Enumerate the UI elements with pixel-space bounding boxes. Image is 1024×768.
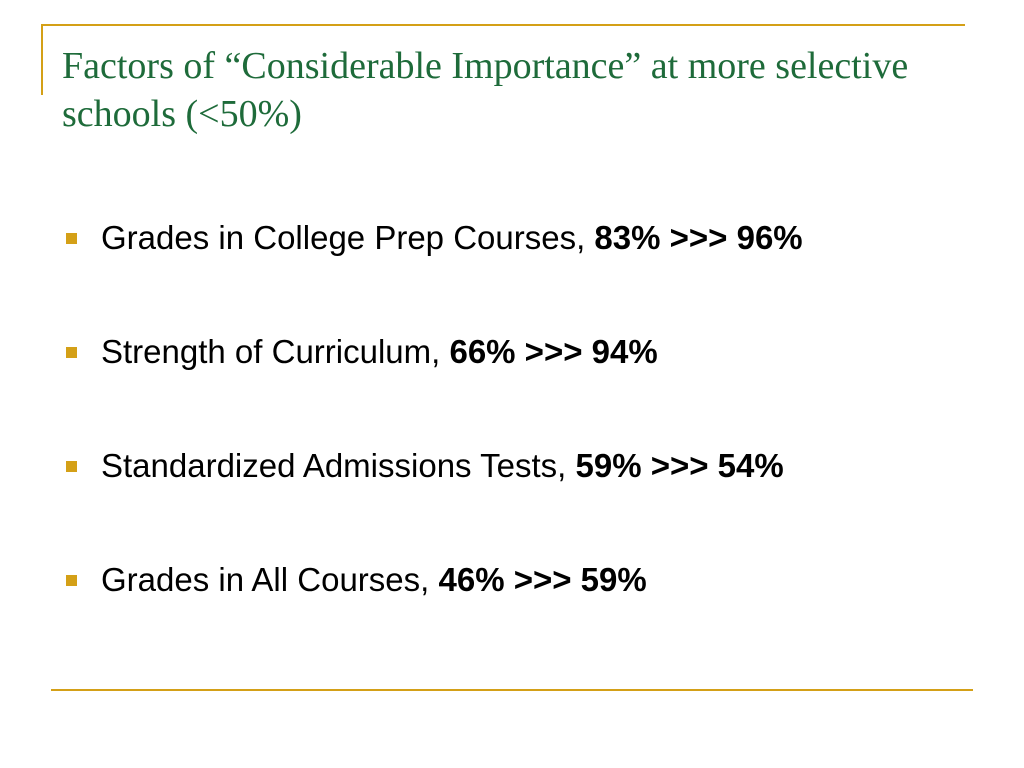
bullet-text: Grades in College Prep Courses, 83% >>> … <box>101 210 803 266</box>
square-bullet-icon <box>66 347 77 358</box>
title-accent-horizontal-rule <box>41 24 965 26</box>
bullet-text: Strength of Curriculum, 66% >>> 94% <box>101 324 658 380</box>
bullet-text: Standardized Admissions Tests, 59% >>> 5… <box>101 438 784 494</box>
bullet-label: Standardized Admissions Tests, <box>101 447 576 484</box>
title-accent-vertical-rule <box>41 24 43 95</box>
bullet-stat: 46% >>> 59% <box>438 561 647 598</box>
bullet-label: Strength of Curriculum, <box>101 333 450 370</box>
square-bullet-icon <box>66 233 77 244</box>
square-bullet-icon <box>66 575 77 586</box>
bullet-item-college-prep: Grades in College Prep Courses, 83% >>> … <box>66 210 986 324</box>
footer-divider-rule <box>51 689 973 691</box>
bullet-text: Grades in All Courses, 46% >>> 59% <box>101 552 647 608</box>
bullet-stat: 59% >>> 54% <box>575 447 784 484</box>
square-bullet-icon <box>66 461 77 472</box>
slide-title: Factors of “Considerable Importance” at … <box>62 45 909 135</box>
bullet-stat: 83% >>> 96% <box>594 219 803 256</box>
bullet-item-admissions-tests: Standardized Admissions Tests, 59% >>> 5… <box>66 438 986 552</box>
bullet-label: Grades in College Prep Courses, <box>101 219 595 256</box>
bullet-label: Grades in All Courses, <box>101 561 439 598</box>
bullet-stat: 66% >>> 94% <box>449 333 658 370</box>
bullet-item-curriculum-strength: Strength of Curriculum, 66% >>> 94% <box>66 324 986 438</box>
bullet-list: Grades in College Prep Courses, 83% >>> … <box>66 210 986 666</box>
bullet-item-all-courses: Grades in All Courses, 46% >>> 59% <box>66 552 986 666</box>
